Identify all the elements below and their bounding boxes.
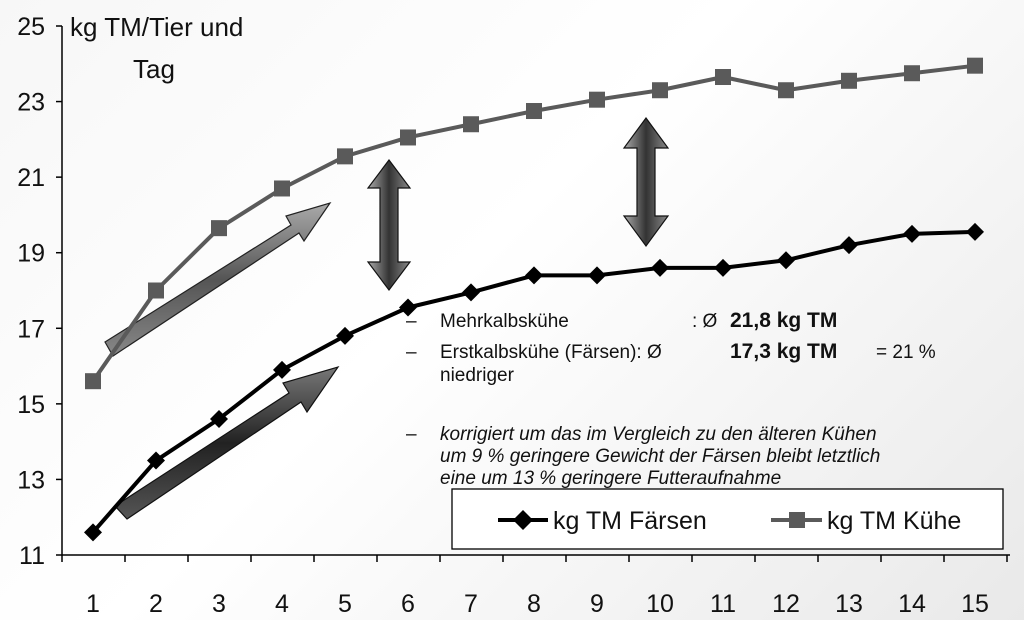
data-point-faersen <box>147 451 165 470</box>
data-point-kuehe <box>904 65 920 82</box>
annotation-erstkalb-label: Erstkalbsküh​e (Färsen): Ø <box>440 342 662 363</box>
data-point-faersen <box>525 266 543 285</box>
x-tick-label: 13 <box>835 590 863 618</box>
data-point-kuehe <box>589 91 605 108</box>
data-point-kuehe <box>337 148 353 165</box>
data-point-faersen <box>903 224 921 243</box>
y-tick-label: 19 <box>17 240 45 268</box>
data-point-faersen <box>588 266 606 285</box>
x-tick-label: 1 <box>86 590 100 618</box>
y-tick-label: 25 <box>17 13 45 41</box>
y-tick-label: 11 <box>19 542 45 570</box>
x-tick-label: 5 <box>338 590 352 618</box>
data-point-faersen <box>651 258 669 277</box>
data-point-faersen <box>777 251 795 270</box>
annotation-mehrkalb-label: Mehrkalbsküh​e <box>440 311 569 332</box>
x-tick-label: 10 <box>646 590 674 618</box>
annotation-italic-2: um 9 % geringere Gewicht der Färsen blei… <box>440 446 880 467</box>
data-point-faersen <box>210 409 228 428</box>
annotation-mehrkalb-value: 21,8 kg TM <box>730 309 837 332</box>
data-point-kuehe <box>463 116 479 133</box>
data-point-kuehe <box>85 373 101 390</box>
data-point-faersen <box>714 258 732 277</box>
data-point-kuehe <box>841 72 857 89</box>
x-tick-label: 7 <box>464 590 478 618</box>
y-tick-label: 15 <box>17 391 45 419</box>
data-point-faersen <box>399 298 417 317</box>
data-point-kuehe <box>778 82 794 99</box>
data-point-faersen <box>336 326 354 345</box>
x-tick-label: 2 <box>149 590 163 618</box>
annotation-erstkalb-suffix: = 21 % <box>876 342 936 363</box>
annotation-niedriger: niedriger <box>440 365 515 386</box>
x-tick-label: 4 <box>275 590 289 618</box>
x-tick-label: 11 <box>710 590 736 618</box>
y-tick-label: 21 <box>17 164 45 192</box>
x-tick-label: 6 <box>401 590 415 618</box>
annotation-italic-3: eine um 13 % geringere Futteraufnahme <box>440 468 781 489</box>
data-point-kuehe <box>400 129 416 146</box>
data-point-kuehe <box>274 180 290 197</box>
y-tick-label: 23 <box>17 89 45 117</box>
annotation-mehrkalb-sep: : Ø <box>692 311 718 332</box>
trend-arrow-faersen <box>114 365 340 520</box>
x-tick-label: 9 <box>590 590 604 618</box>
legend: kg TM Färsen kg TM Kühe <box>451 488 1004 550</box>
data-point-kuehe <box>967 57 983 74</box>
legend-label-kuehe: kg TM Kühe <box>827 507 961 535</box>
annotation-dash-2: – <box>406 342 417 363</box>
y-axis-label-line2: Tag <box>133 54 175 84</box>
trend-arrow-kuehe <box>104 201 332 357</box>
annotation-dash-3: – <box>406 424 417 445</box>
difference-arrow-right <box>622 116 670 248</box>
legend-marker-kuehe-square-icon <box>789 512 805 528</box>
data-point-faersen <box>273 360 291 379</box>
difference-arrow-left <box>366 159 412 291</box>
annotation-erstkalb-value: 17,3 kg TM <box>730 340 837 363</box>
y-tick-label: 13 <box>17 466 45 494</box>
x-tick-label: 14 <box>898 590 926 618</box>
legend-label-faersen: kg TM Färsen <box>553 507 707 535</box>
data-point-faersen <box>462 283 480 302</box>
data-point-faersen <box>84 523 102 542</box>
data-point-kuehe <box>652 82 668 99</box>
x-tick-label: 12 <box>772 590 800 618</box>
y-axis-label-line1: kg TM/Tier und <box>70 12 243 42</box>
y-tick-label: 17 <box>17 315 45 343</box>
data-point-kuehe <box>148 282 164 299</box>
annotation-italic-1: korrigiert um das im Vergleich zu den äl… <box>440 424 877 445</box>
x-tick-label: 3 <box>212 590 226 618</box>
data-point-faersen <box>966 222 984 241</box>
data-point-kuehe <box>526 103 542 120</box>
x-tick-label: 15 <box>961 590 989 618</box>
data-point-kuehe <box>211 220 227 237</box>
annotation-dash-1: – <box>406 311 417 332</box>
x-tick-label: 8 <box>527 590 541 618</box>
data-point-kuehe <box>715 69 731 86</box>
data-point-faersen <box>840 236 858 255</box>
legend-marker-faersen-diamond-icon <box>513 510 533 530</box>
